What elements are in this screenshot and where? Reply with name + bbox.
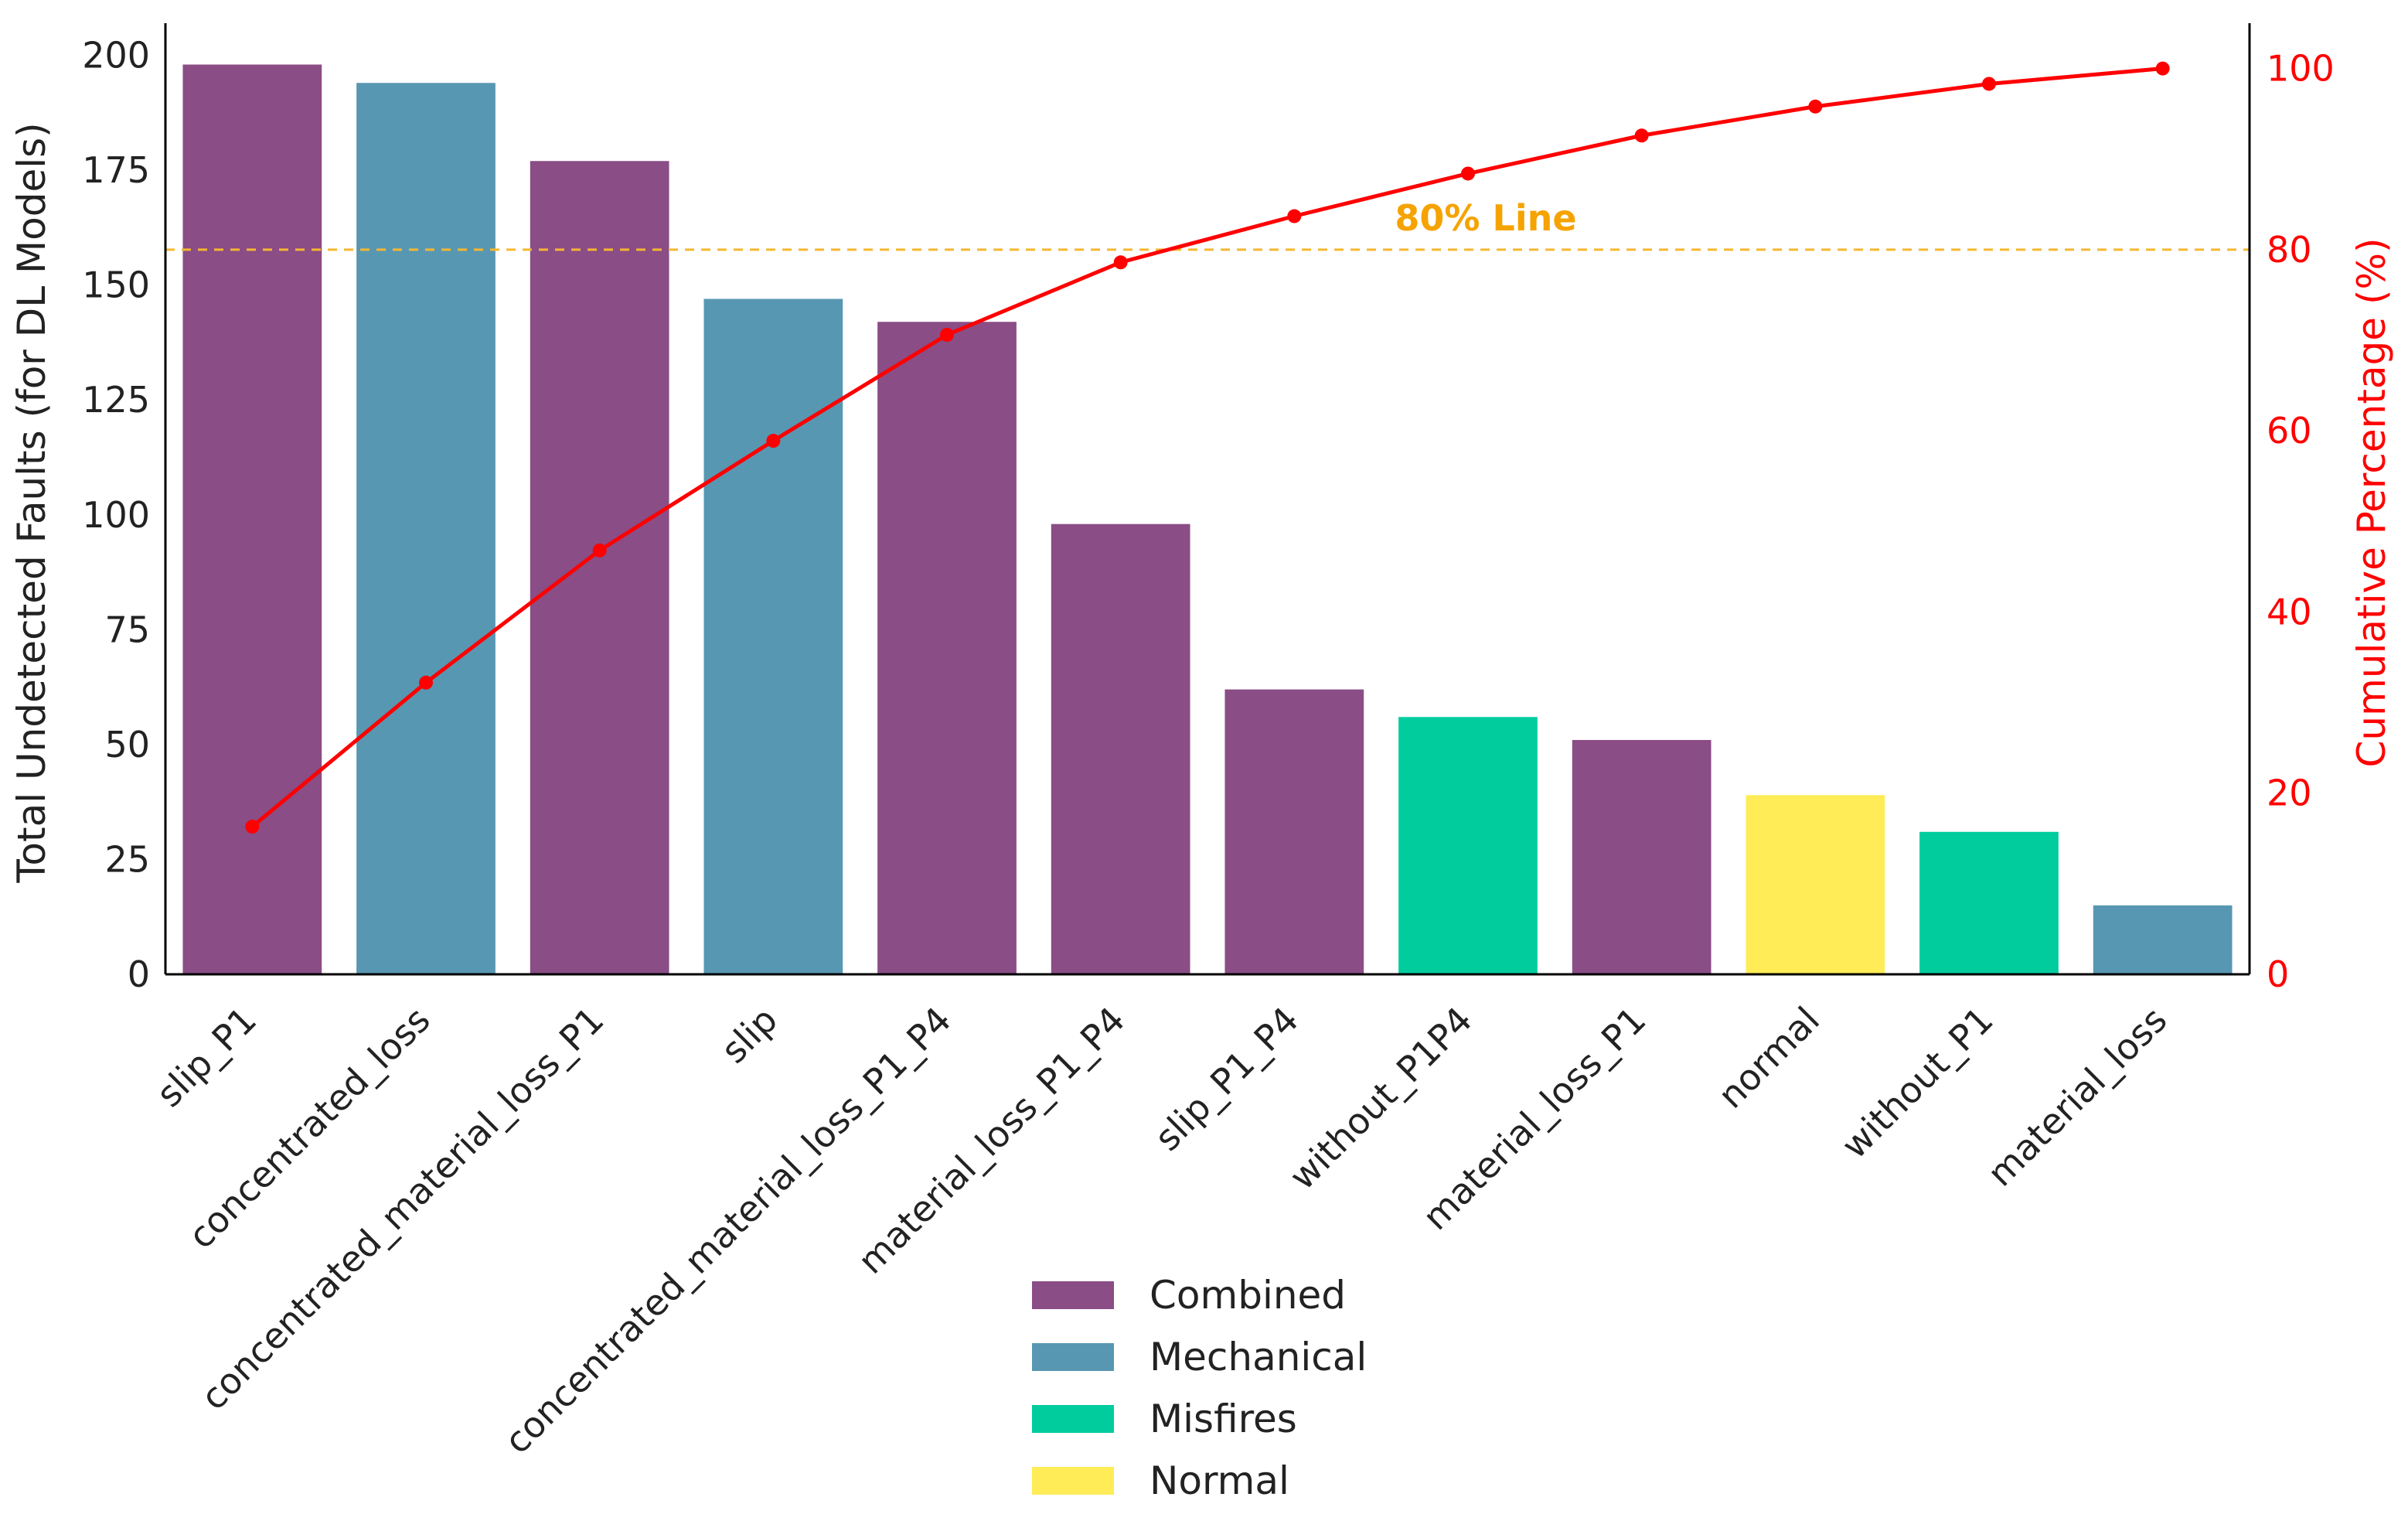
bar-concentrated_material_loss_P1 [530, 161, 669, 974]
cumulative-point [940, 327, 954, 342]
threshold-label: 80% Line [1395, 197, 1576, 239]
legend-swatch-combined [1032, 1281, 1114, 1309]
cumulative-point [1287, 209, 1302, 223]
bar-slip_P1_P4 [1224, 689, 1364, 974]
axes-layer [164, 23, 2251, 976]
x-tick-label: without_P1 [1834, 999, 2001, 1167]
y2-tick-label: 60 [2267, 410, 2312, 452]
cumulative-point [766, 434, 781, 448]
labels-layer: Total Undetected Faults (for DL Models) … [9, 122, 2394, 883]
bar-slip [703, 298, 843, 974]
y2-axis-label: Cumulative Percentage (%) [2349, 238, 2394, 768]
cumulative-point [1461, 166, 1475, 181]
legend-label-misfires: Misfires [1150, 1397, 1297, 1441]
legend-swatch-misfires [1032, 1405, 1114, 1433]
y2-tick-label: 100 [2267, 48, 2335, 90]
y-tick-label: 50 [104, 724, 150, 766]
bars-layer [182, 64, 2233, 975]
bar-slip_P1 [182, 64, 322, 974]
x-tick-label: normal [1710, 999, 1827, 1117]
cumulative-point [1113, 255, 1128, 270]
cumulative-point [419, 675, 433, 690]
cumulative-point [1982, 77, 1996, 91]
y-tick-label: 100 [82, 494, 150, 536]
y-tick-label: 150 [82, 264, 150, 306]
x-tick-label: slip_P1 [148, 999, 264, 1115]
legend-swatch-mechanical [1032, 1343, 1114, 1371]
y2-tick-label: 20 [2267, 772, 2312, 814]
x-tick-label: slip_P1_P4 [1146, 999, 1306, 1159]
y-tick-label: 175 [82, 149, 150, 191]
bar-concentrated_loss [356, 83, 496, 975]
cumulative-line-layer [245, 61, 2170, 834]
y-tick-label: 125 [82, 379, 150, 421]
cumulative-point [2155, 61, 2170, 76]
bar-without_P1 [1919, 831, 2059, 974]
y-tick-label: 75 [104, 609, 150, 650]
bar-concentrated_material_loss_P1_P4 [877, 322, 1017, 974]
bar-normal [1746, 795, 1885, 974]
y2-tick-label: 0 [2267, 953, 2289, 995]
legend-label-combined: Combined [1150, 1273, 1346, 1318]
bar-material_loss_P1 [1572, 739, 1711, 974]
legend: Combined Mechanical Misfires Normal [1032, 1273, 1367, 1503]
x-tick-label: material_loss [1979, 999, 2175, 1195]
y-tick-label: 25 [104, 838, 150, 880]
cumulative-point [1634, 128, 1649, 143]
x-tick-label: slip [713, 999, 785, 1072]
bar-material_loss [2093, 905, 2233, 974]
legend-swatch-normal [1032, 1467, 1114, 1495]
bar-without_P1P4 [1398, 717, 1538, 974]
y-tick-label: 0 [128, 953, 150, 995]
y-axis-label: Total Undetected Faults (for DL Models) [9, 122, 54, 883]
x-tick-label: without_P1P4 [1281, 999, 1480, 1198]
cumulative-point [1808, 99, 1823, 114]
legend-label-normal: Normal [1150, 1458, 1289, 1503]
cumulative-point [592, 543, 607, 558]
y2-tick-label: 80 [2267, 229, 2312, 271]
legend-label-mechanical: Mechanical [1150, 1335, 1367, 1379]
bar-material_loss_P1_P4 [1051, 523, 1190, 974]
y-tick-label: 200 [82, 35, 150, 77]
cumulative-line [250, 67, 2163, 828]
y2-tick-label: 40 [2267, 591, 2312, 633]
cumulative-point [245, 820, 260, 834]
